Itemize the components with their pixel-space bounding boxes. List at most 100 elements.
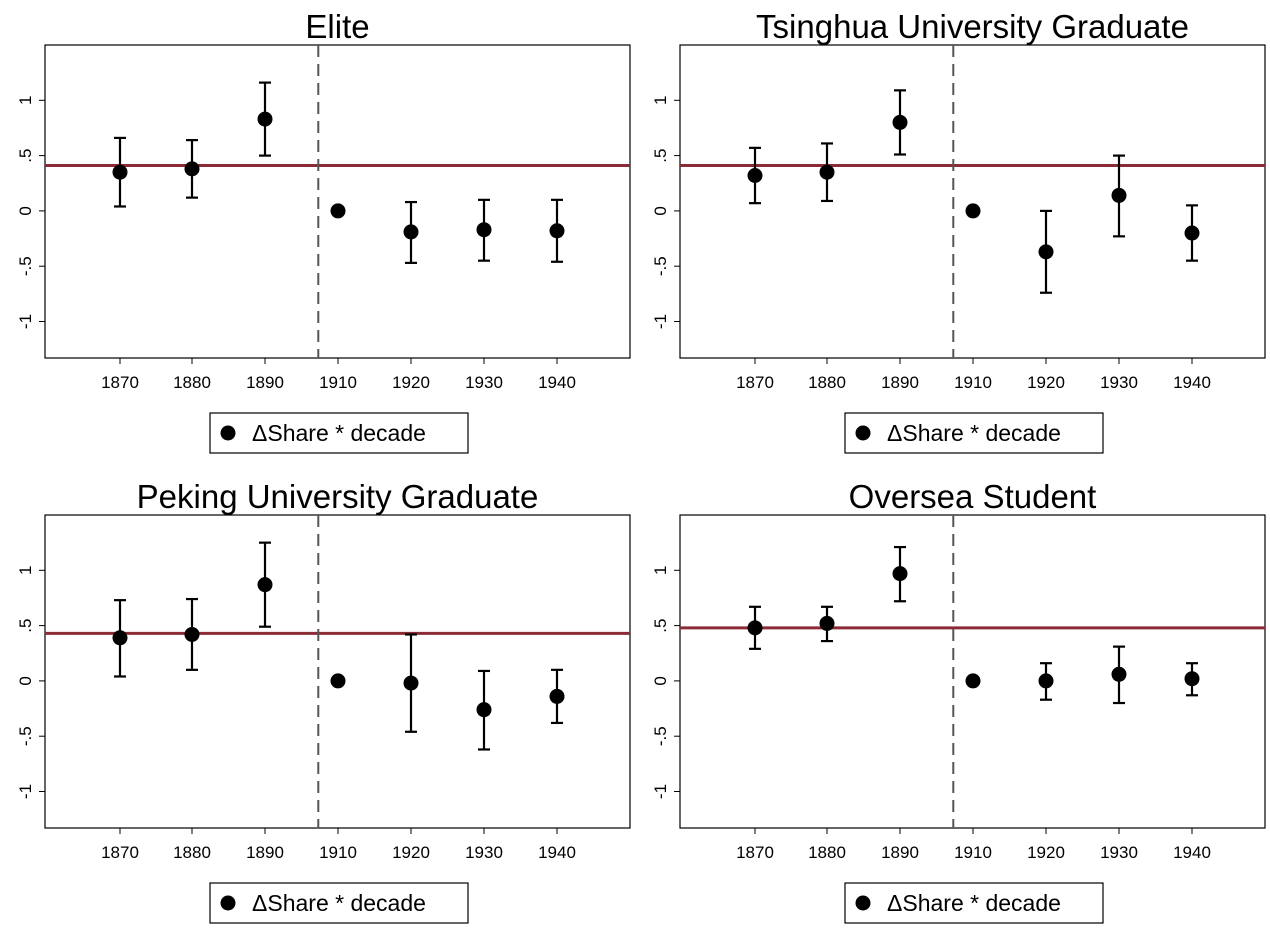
- data-point: [184, 161, 200, 177]
- x-tick-label: 1890: [246, 373, 284, 392]
- data-point: [1184, 671, 1200, 687]
- y-tick-label: -1: [16, 784, 35, 799]
- legend-label: ΔShare * decade: [887, 890, 1061, 916]
- x-tick-label: 1870: [736, 843, 774, 862]
- x-tick-label: 1920: [392, 843, 430, 862]
- y-tick-label: 0: [651, 206, 670, 215]
- data-point: [965, 203, 981, 219]
- y-tick-label: -1: [651, 314, 670, 329]
- legend-label: ΔShare * decade: [887, 420, 1061, 446]
- chart-panel-4: Oversea Student -1 -.5 0 .5 1 1870 1880 1890 1910…: [651, 478, 1266, 924]
- x-tick-label: 1890: [881, 373, 919, 392]
- x-tick-label: 1870: [736, 373, 774, 392]
- legend-box: [209, 412, 469, 454]
- data-point: [892, 566, 908, 582]
- data-point: [819, 164, 835, 180]
- data-point: [257, 577, 273, 593]
- legend-box: [844, 412, 1104, 454]
- x-tick-label: 1910: [954, 843, 992, 862]
- plot-frame: [679, 514, 1266, 829]
- x-tick-label: 1870: [101, 843, 139, 862]
- data-point: [1038, 244, 1054, 260]
- x-tick-label: 1870: [101, 373, 139, 392]
- y-tick-label: -.5: [651, 726, 670, 746]
- y-tick-label: .5: [651, 619, 670, 633]
- x-tick-label: 1930: [465, 373, 503, 392]
- data-point: [892, 114, 908, 130]
- y-tick-label: -.5: [651, 256, 670, 276]
- data-point: [184, 626, 200, 642]
- x-tick-label: 1930: [465, 843, 503, 862]
- y-tick-label: -1: [16, 314, 35, 329]
- data-point: [403, 224, 419, 240]
- x-tick-label: 1910: [954, 373, 992, 392]
- data-point: [476, 222, 492, 238]
- plot-frame: [44, 44, 631, 359]
- x-tick-label: 1920: [1027, 373, 1065, 392]
- legend-box: [209, 882, 469, 924]
- x-tick-label: 1910: [319, 843, 357, 862]
- data-point: [747, 620, 763, 636]
- chart-panel-2: Tsinghua University Graduate -1 -.5 0 .5 1 187…: [651, 8, 1266, 454]
- data-point: [330, 203, 346, 219]
- y-tick-label: 0: [651, 676, 670, 685]
- data-point: [549, 688, 565, 704]
- legend-marker: [855, 425, 871, 441]
- chart-panel-3: Peking University Graduate -1 -.5 0 .5 1 1870 1…: [16, 478, 631, 924]
- legend-marker: [220, 895, 236, 911]
- x-tick-label: 1940: [1173, 843, 1211, 862]
- x-tick-label: 1930: [1100, 373, 1138, 392]
- x-tick-label: 1940: [1173, 373, 1211, 392]
- y-tick-label: 0: [16, 206, 35, 215]
- x-tick-label: 1890: [246, 843, 284, 862]
- x-tick-label: 1940: [538, 373, 576, 392]
- x-tick-label: 1880: [808, 373, 846, 392]
- y-tick-label: .5: [651, 149, 670, 163]
- data-point: [476, 702, 492, 718]
- y-tick-label: 1: [16, 566, 35, 575]
- x-tick-label: 1880: [808, 843, 846, 862]
- data-point: [819, 615, 835, 631]
- x-tick-label: 1920: [1027, 843, 1065, 862]
- data-point: [112, 164, 128, 180]
- y-tick-label: 1: [651, 566, 670, 575]
- x-tick-label: 1930: [1100, 843, 1138, 862]
- data-point: [1184, 225, 1200, 241]
- chart-title: Elite: [305, 8, 369, 45]
- y-tick-label: .5: [16, 149, 35, 163]
- x-tick-label: 1890: [881, 843, 919, 862]
- chart-panel-1: Elite -1 -.5 0 .5 1 1870 1880 1890 1910 1920 1930 19…: [16, 8, 631, 454]
- y-tick-label: 1: [651, 96, 670, 105]
- data-point: [257, 111, 273, 127]
- data-point: [330, 673, 346, 689]
- data-point: [403, 675, 419, 691]
- data-point: [1111, 666, 1127, 682]
- data-point: [549, 223, 565, 239]
- legend-label: ΔShare * decade: [252, 890, 426, 916]
- chart-title: Tsinghua University Graduate: [756, 8, 1189, 45]
- y-tick-label: -.5: [16, 256, 35, 276]
- data-point: [747, 168, 763, 184]
- x-tick-label: 1880: [173, 373, 211, 392]
- y-tick-label: 1: [16, 96, 35, 105]
- y-tick-label: 0: [16, 676, 35, 685]
- legend-box: [844, 882, 1104, 924]
- data-point: [1111, 187, 1127, 203]
- data-point: [965, 673, 981, 689]
- data-point: [112, 630, 128, 646]
- y-tick-label: -1: [651, 784, 670, 799]
- plot-frame: [44, 514, 631, 829]
- x-tick-label: 1940: [538, 843, 576, 862]
- y-tick-label: .5: [16, 619, 35, 633]
- legend-marker: [220, 425, 236, 441]
- data-point: [1038, 673, 1054, 689]
- plot-frame: [679, 44, 1266, 359]
- chart-title: Oversea Student: [849, 478, 1097, 515]
- legend-label: ΔShare * decade: [252, 420, 426, 446]
- x-tick-label: 1880: [173, 843, 211, 862]
- legend-marker: [855, 895, 871, 911]
- y-tick-label: -.5: [16, 726, 35, 746]
- x-tick-label: 1920: [392, 373, 430, 392]
- x-tick-label: 1910: [319, 373, 357, 392]
